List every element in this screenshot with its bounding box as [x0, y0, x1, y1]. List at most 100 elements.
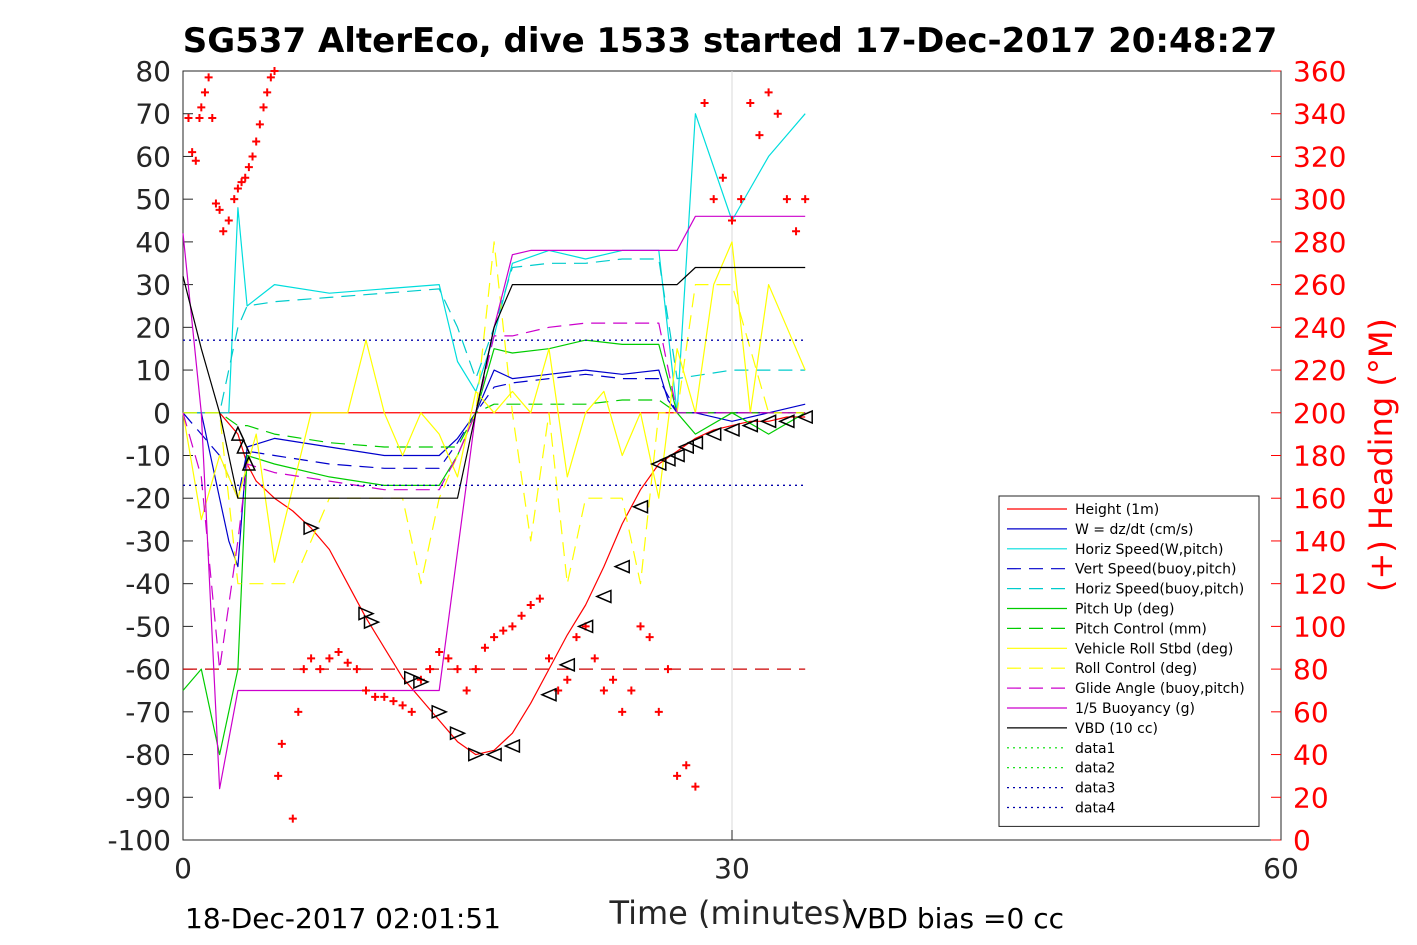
legend-entry: Glide Angle (buoy,pitch): [1075, 681, 1245, 697]
heading-point: [389, 697, 398, 706]
heading-point: [307, 654, 316, 663]
right-tick-label: 20: [1293, 781, 1329, 814]
heading-point: [248, 152, 257, 161]
legend-entry: Pitch Up (deg): [1075, 602, 1174, 618]
profile-marker: [485, 747, 502, 762]
heading-point: [219, 227, 228, 236]
y-tick-label: -60: [125, 653, 171, 686]
heading-point: [380, 692, 389, 701]
legend-entry: Horiz Speed(W,pitch): [1075, 542, 1223, 558]
right-tick-label: 60: [1293, 696, 1329, 729]
right-tick-label: 360: [1293, 55, 1346, 88]
heading-point: [535, 594, 544, 603]
heading-point: [277, 739, 286, 748]
heading-point: [737, 195, 746, 204]
profile-marker: [613, 559, 630, 574]
heading-point: [480, 643, 489, 652]
x-tick-label: 60: [1263, 852, 1299, 885]
heading-point: [636, 622, 645, 631]
heading-point: [654, 707, 663, 716]
heading-point: [343, 658, 352, 667]
right-tick-label: 0: [1293, 824, 1311, 857]
y-tick-label: 0: [153, 397, 171, 430]
heading-point: [184, 113, 193, 122]
profile-marker: [741, 418, 759, 433]
heading-point: [444, 654, 453, 663]
x-tick-label: 30: [714, 852, 750, 885]
profile-marker: [558, 657, 576, 672]
right-tick-label: 100: [1293, 610, 1346, 643]
legend-entry: W = dz/dt (cm/s): [1075, 522, 1194, 538]
heading-point: [663, 665, 672, 674]
heading-point: [599, 686, 608, 695]
heading-point: [200, 88, 209, 97]
legend-box: [998, 495, 1260, 827]
x-tick-label: 0: [174, 852, 192, 885]
heading-point: [263, 88, 272, 97]
heading-point: [526, 601, 535, 610]
heading-point: [204, 73, 213, 82]
y-tick-label: 60: [135, 140, 171, 173]
profile-marker: [576, 619, 594, 634]
profile-marker: [363, 614, 381, 630]
legend-entry: 1/5 Buoyancy (g): [1075, 701, 1195, 717]
profile-marker: [631, 499, 649, 514]
legend-entry: Roll Control (deg): [1075, 661, 1197, 677]
y-tick-label: -40: [125, 568, 171, 601]
profile-marker: [241, 455, 257, 471]
series-line: [182, 266, 806, 499]
heading-point: [691, 782, 700, 791]
heading-point: [334, 648, 343, 657]
y-tick-label: 10: [135, 354, 171, 387]
chart-title: SG537 AlterEco, dive 1533 started 17-Dec…: [183, 21, 1278, 61]
y-tick-label: 20: [135, 311, 171, 344]
right-tick-label: 260: [1293, 269, 1346, 302]
footer-timestamp: 18-Dec-2017 02:01:51: [185, 902, 501, 935]
y-tick-label: -50: [125, 610, 171, 643]
profile-marker: [723, 422, 740, 438]
profile-marker: [649, 456, 667, 472]
heading-point: [773, 109, 782, 118]
profile-marker: [413, 674, 430, 690]
profile-marker: [704, 427, 722, 442]
heading-point: [274, 771, 283, 780]
profile-marker: [594, 589, 612, 604]
footer-vbd-bias: VBD bias =0 cc: [848, 902, 1064, 935]
heading-point: [462, 686, 471, 695]
right-tick-label: 160: [1293, 482, 1346, 515]
heading-point: [627, 686, 636, 695]
profile-marker: [777, 414, 795, 429]
right-tick-label: 240: [1293, 311, 1346, 344]
heading-point: [230, 195, 239, 204]
y-tick-label: -100: [107, 824, 171, 857]
profile-marker: [659, 452, 676, 467]
heading-point: [682, 761, 691, 770]
heading-point: [609, 675, 618, 684]
heading-point: [764, 88, 773, 97]
legend-entry: Horiz Speed(buoy,pitch): [1075, 582, 1244, 598]
profile-marker: [686, 435, 704, 450]
heading-point: [259, 103, 268, 112]
right-tick-label: 80: [1293, 653, 1329, 686]
heading-point: [352, 665, 361, 674]
legend: Height (1m) W = dz/dt (cm/s) Horiz Speed(W…: [998, 495, 1260, 827]
heading-point: [244, 163, 253, 172]
heading-point: [718, 173, 727, 182]
heading-point: [572, 633, 581, 642]
right-tick-label: 140: [1293, 525, 1346, 558]
profile-marker: [303, 520, 321, 536]
series-line: [183, 412, 806, 756]
heading-point: [255, 120, 264, 129]
legend-entry: data4: [1075, 801, 1116, 817]
profile-marker: [668, 448, 685, 463]
heading-point: [499, 626, 508, 635]
heading-point: [195, 113, 204, 122]
heading-point: [590, 654, 599, 663]
heading-point: [398, 701, 407, 710]
heading-point: [746, 99, 755, 108]
legend-entry: VBD (10 cc): [1075, 721, 1158, 737]
heading-point: [407, 707, 416, 716]
heading-point: [508, 622, 517, 631]
y-tick-label: -10: [125, 440, 171, 473]
legend-entry: Vert Speed(buoy,pitch): [1075, 562, 1237, 578]
